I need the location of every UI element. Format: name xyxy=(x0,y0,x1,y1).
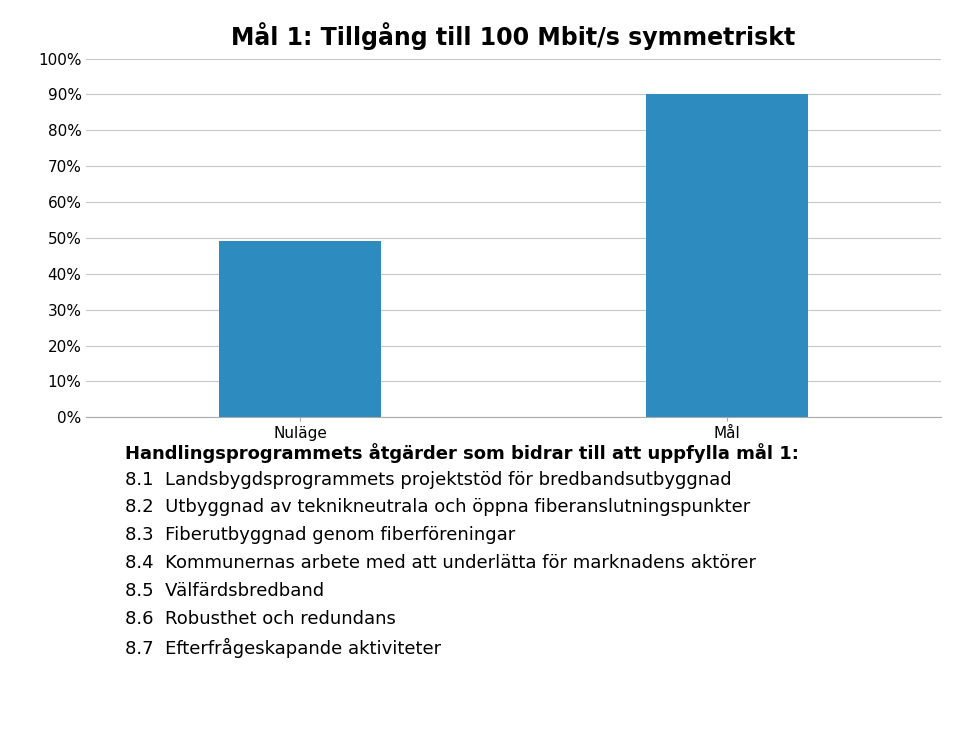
Bar xyxy=(219,242,381,417)
Text: 8.5  Välfärdsbredband: 8.5 Välfärdsbredband xyxy=(125,582,324,600)
Text: 8.4  Kommunernas arbete med att underlätta för marknadens aktörer: 8.4 Kommunernas arbete med att underlätt… xyxy=(125,554,756,572)
Text: 8.2  Utbyggnad av teknikneutrala och öppna fiberanslutningspunkter: 8.2 Utbyggnad av teknikneutrala och öppn… xyxy=(125,498,750,517)
Text: 8.3  Fiberutbyggnad genom fiberföreningar: 8.3 Fiberutbyggnad genom fiberföreningar xyxy=(125,526,516,545)
Bar xyxy=(646,94,808,417)
Title: Mål 1: Tillgång till 100 Mbit/s symmetriskt: Mål 1: Tillgång till 100 Mbit/s symmetri… xyxy=(231,22,796,50)
Text: 8.1  Landsbygdsprogrammets projektstöd för bredbandsutbyggnad: 8.1 Landsbygdsprogrammets projektstöd fö… xyxy=(125,471,732,489)
Text: 8.7  Efterfrågeskapande aktiviteter: 8.7 Efterfrågeskapande aktiviteter xyxy=(125,638,441,657)
Text: Handlingsprogrammets åtgärder som bidrar till att uppfylla mål 1:: Handlingsprogrammets åtgärder som bidrar… xyxy=(125,443,799,463)
Text: 8.6  Robusthet och redundans: 8.6 Robusthet och redundans xyxy=(125,610,396,628)
